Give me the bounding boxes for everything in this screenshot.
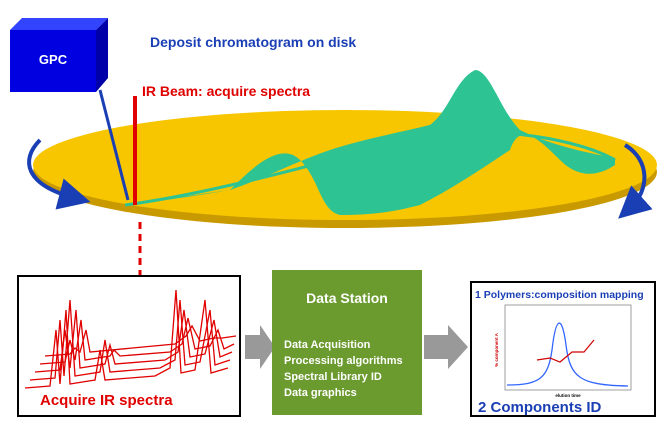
gpc-top [10, 18, 108, 30]
y-axis-label: % component A [494, 332, 499, 367]
spectra-stack [24, 289, 237, 389]
data-station-title: Data Station [306, 290, 388, 306]
chromatogram-curve [506, 322, 629, 387]
gpc-side [96, 18, 108, 92]
flow-arrow [424, 325, 468, 369]
rotation-arrow [618, 143, 653, 219]
data-station-item: Data Acquisition [284, 339, 371, 351]
data-station-item: Processing algorithms [284, 355, 403, 367]
gpc-box [10, 30, 96, 92]
results-title: 1 Polymers:composition mapping [475, 289, 644, 301]
data-station-item: Data graphics [284, 387, 357, 399]
deposit-track [124, 130, 616, 207]
flow-arrow [245, 325, 275, 369]
gpc-label: GPC [39, 52, 68, 67]
rotation-arrow [27, 138, 91, 210]
transfer-line [98, 89, 130, 201]
ir-beam-label: IR Beam: acquire spectra [142, 83, 310, 99]
plot-frame [504, 304, 632, 391]
results-box [470, 281, 656, 417]
data-station-box [272, 270, 422, 415]
results-footer: 2 Components ID [478, 399, 602, 416]
spectra-label: Acquire IR spectra [40, 392, 173, 409]
chromatogram-deposit [125, 70, 615, 215]
composition-curve [536, 339, 595, 363]
deposit-label: Deposit chromatogram on disk [150, 34, 356, 50]
x-axis-label: elution time [555, 393, 581, 398]
data-station-item: Spectral Library ID [284, 371, 382, 383]
